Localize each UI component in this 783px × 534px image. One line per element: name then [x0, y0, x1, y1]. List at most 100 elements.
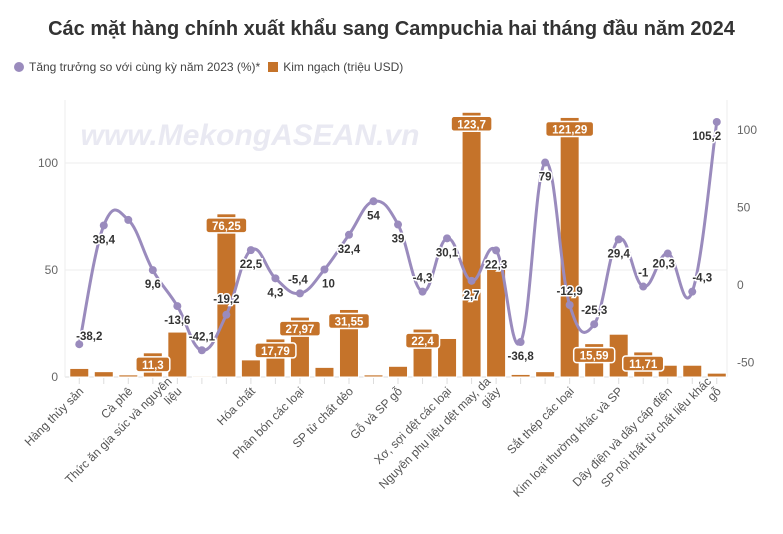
category-label-line: Hàng thủy sản: [22, 384, 87, 449]
left-axis-tick-label: 50: [45, 263, 59, 277]
growth-point: [320, 265, 329, 274]
growth-point: [369, 197, 378, 206]
legend-label-value: Kim ngạch (triệu USD): [283, 60, 404, 74]
growth-point: [246, 246, 255, 255]
growth-point: [222, 310, 231, 319]
legend-item-value[interactable]: Kim ngạch (triệu USD): [268, 60, 403, 74]
bar: [363, 374, 384, 378]
growth-point: [197, 346, 206, 355]
growth-point: [541, 158, 550, 167]
growth-value-label: 32,4: [338, 244, 361, 256]
growth-point: [271, 274, 280, 283]
growth-value-label: 22,3: [485, 259, 507, 271]
bar-value-label: 17,79: [261, 346, 290, 358]
growth-point: [663, 249, 672, 258]
growth-value-label: -4,3: [692, 273, 712, 285]
growth-value-label: -36,8: [508, 351, 535, 363]
growth-value-label: 22,5: [240, 259, 263, 271]
left-axis-tick-label: 0: [51, 370, 58, 384]
bar: [314, 366, 335, 378]
legend-item-growth[interactable]: Tăng trưởng so với cùng kỳ năm 2023 (%)*: [14, 60, 260, 74]
bar-label-box: [404, 332, 441, 349]
bar: [240, 359, 261, 378]
growth-point: [99, 221, 108, 230]
growth-point: [467, 276, 476, 285]
growth-value-label: -12,9: [557, 286, 583, 298]
legend: Tăng trưởng so với cùng kỳ năm 2023 (%)*…: [14, 60, 411, 74]
growth-value-label: -13,6: [164, 315, 190, 327]
bar-label-box: [544, 120, 595, 138]
growth-value-label: 2,7: [464, 290, 480, 302]
watermark: www.MekongASEAN.vn: [81, 119, 420, 152]
legend-line-marker-icon: [14, 62, 24, 72]
growth-value-label: 39: [392, 234, 405, 246]
left-axis-tick-label: 100: [38, 156, 58, 170]
bar-label-box: [278, 320, 322, 337]
right-axis-tick-label: 0: [737, 278, 744, 292]
growth-value-label: -4,3: [413, 273, 433, 285]
growth-point: [492, 246, 501, 255]
legend-label-growth: Tăng trưởng so với cùng kỳ năm 2023 (%)*: [29, 60, 261, 74]
growth-point: [394, 220, 403, 229]
category-label-line: Hóa chất: [214, 384, 258, 428]
bar-label-box: [327, 312, 371, 330]
growth-point: [124, 215, 133, 224]
growth-value-label: 54: [367, 210, 380, 222]
bar-value-label: 27,97: [286, 324, 315, 336]
growth-value-label: -38,2: [76, 331, 102, 343]
growth-point: [614, 235, 623, 244]
right-axis-tick-label: 50: [737, 201, 751, 215]
growth-value-label: 10: [322, 279, 335, 291]
growth-value-label: 29,4: [608, 248, 631, 260]
right-axis-tick-label: -50: [737, 356, 755, 370]
bar: [191, 375, 212, 378]
bar-value-label: 123,7: [457, 119, 486, 131]
growth-point: [344, 230, 353, 239]
bar: [559, 116, 580, 378]
growth-point: [173, 302, 182, 311]
bar: [461, 111, 482, 378]
growth-value-label: -25,3: [581, 305, 607, 317]
growth-value-label: -5,4: [288, 274, 308, 286]
growth-value-label: -1: [638, 268, 649, 280]
bar-label-box: [450, 115, 493, 133]
bar-value-label: 76,25: [212, 221, 241, 233]
growth-point: [565, 300, 574, 309]
bar-label-box: [254, 342, 297, 359]
x-axis-category-label: Hóa chất: [214, 384, 258, 428]
growth-value-label: 79: [539, 172, 552, 184]
bar: [437, 337, 458, 378]
growth-point: [295, 289, 304, 298]
bar-value-label: 22,4: [411, 336, 434, 348]
bar-value-label: 15,59: [580, 351, 609, 363]
growth-point: [688, 287, 697, 296]
bar: [167, 331, 188, 378]
bar: [69, 367, 90, 378]
growth-point: [516, 338, 525, 347]
growth-point: [75, 340, 84, 349]
growth-point: [590, 320, 599, 329]
bar: [486, 267, 507, 378]
right-axis-tick-label: 100: [737, 123, 757, 137]
legend-bar-marker-icon: [268, 62, 279, 72]
growth-value-label: 20,3: [653, 259, 675, 271]
bar: [93, 371, 114, 378]
bar: [118, 374, 139, 378]
growth-value-label: 30,1: [436, 247, 459, 259]
bar: [510, 373, 531, 378]
growth-point: [712, 117, 721, 126]
bar-label-box: [572, 346, 616, 364]
bar-value-label: 11,3: [142, 360, 164, 372]
growth-point: [148, 266, 157, 275]
bar-label-box: [205, 217, 248, 234]
bar: [706, 372, 727, 378]
bar-label-box: [135, 356, 171, 373]
bar: [216, 213, 237, 378]
growth-value-label: -42,1: [189, 331, 216, 343]
growth-point: [639, 282, 648, 291]
bar: [682, 364, 703, 378]
bar-value-label: 121,29: [552, 124, 587, 136]
bar-value-label: 31,55: [335, 316, 364, 328]
growth-value-label: 4,3: [267, 287, 283, 299]
